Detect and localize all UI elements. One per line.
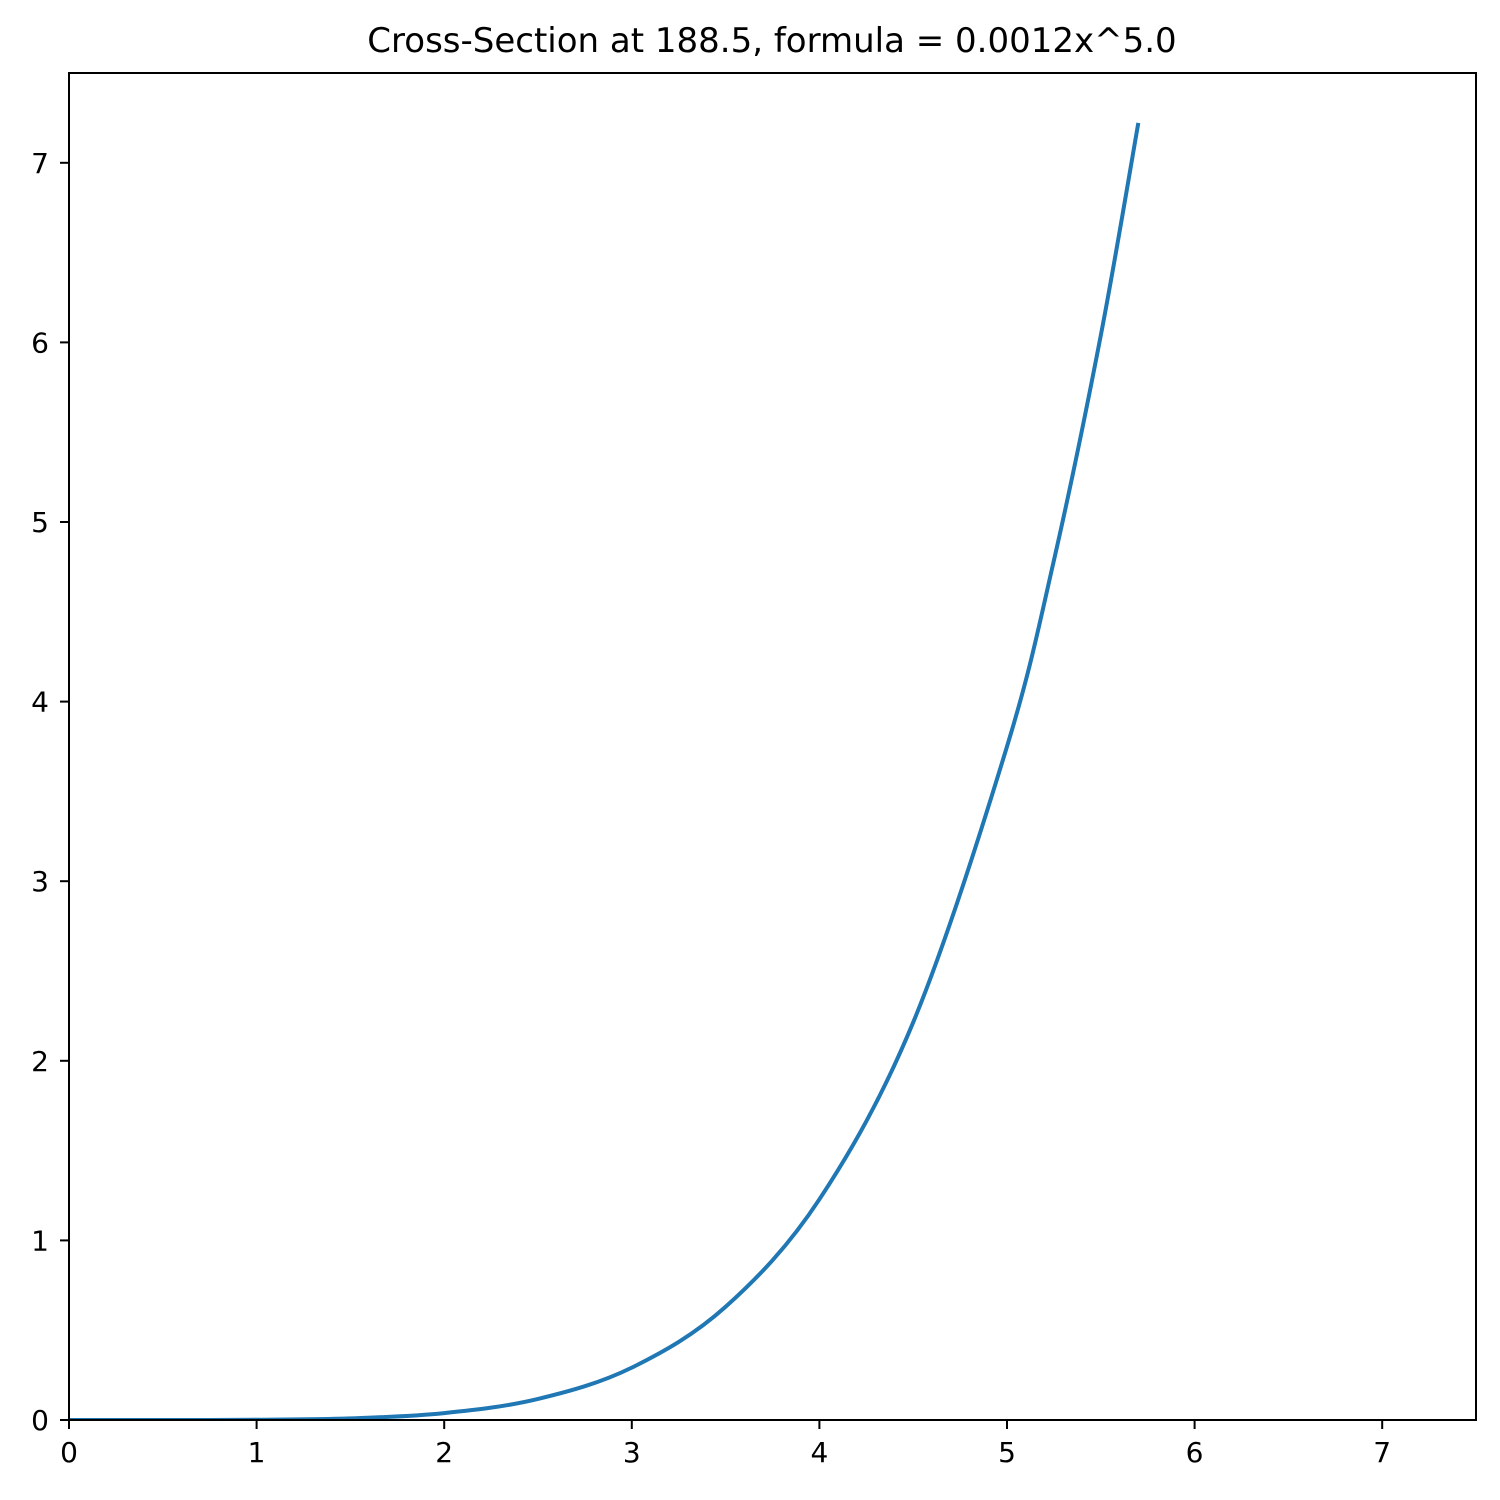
y-tick-label: 7 [31,147,49,180]
y-tick-label: 0 [31,1404,49,1437]
x-tick-label: 0 [60,1436,78,1469]
x-tick-label: 6 [1186,1436,1204,1469]
y-axis-ticks: 0 1 2 3 4 5 6 7 [31,147,69,1437]
x-tick-label: 4 [810,1436,828,1469]
y-tick-label: 1 [31,1224,49,1257]
y-tick-label: 3 [31,865,49,898]
y-tick-label: 2 [31,1045,49,1078]
plot-frame [68,72,1477,1421]
y-tick-label: 5 [31,506,49,539]
x-tick-label: 5 [998,1436,1016,1469]
x-tick-label: 1 [248,1436,266,1469]
chart-title: Cross-Section at 188.5, formula = 0.0012… [367,21,1176,61]
y-tick-label: 6 [31,326,49,359]
x-axis-ticks: 0 1 2 3 4 5 6 7 [60,1420,1391,1469]
x-tick-label: 7 [1373,1436,1391,1469]
x-tick-label: 2 [435,1436,453,1469]
y-tick-label: 4 [31,686,49,719]
x-tick-label: 3 [623,1436,641,1469]
